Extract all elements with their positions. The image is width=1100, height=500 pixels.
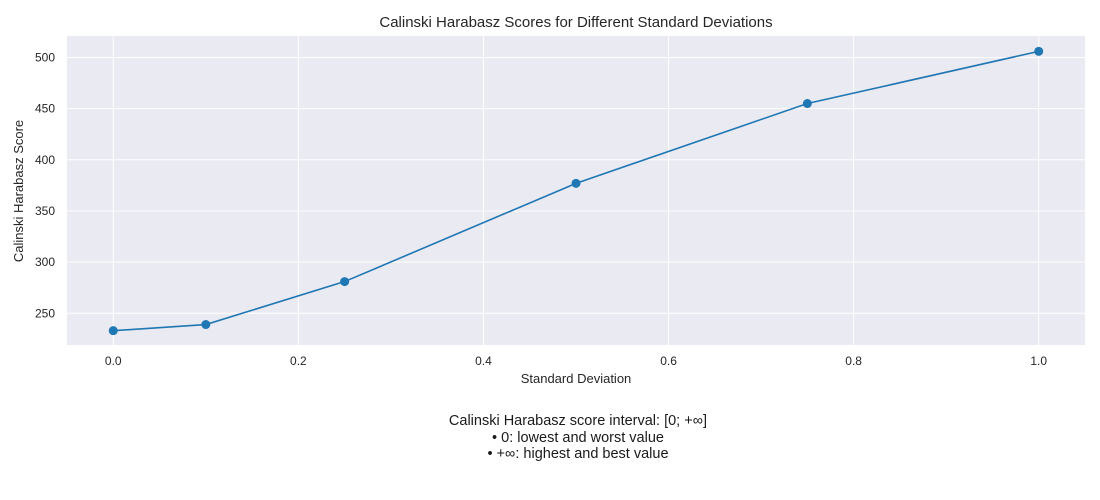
data-series [108, 46, 1044, 336]
caption-interval-line: Calinski Harabasz score interval: [0; +∞… [448, 413, 708, 429]
x-axis-label: Standard Deviation [521, 371, 632, 386]
x-tick-labels: 0.0 0.2 0.4 0.6 0.8 1.0 [105, 354, 1047, 368]
data-point [340, 277, 350, 287]
series-line [113, 50, 1039, 332]
x-tick-label: 0.0 [105, 354, 122, 368]
data-point [108, 326, 118, 336]
x-tick-label: 0.8 [845, 354, 862, 368]
score-interval-caption: Calinski Harabasz score interval: [0; +∞… [0, 413, 1100, 463]
x-tick-label: 1.0 [1030, 354, 1047, 368]
y-tick-labels: 250 300 350 400 450 500 [35, 50, 55, 320]
y-tick-label: 400 [35, 153, 55, 167]
y-tick-label: 350 [35, 204, 55, 218]
y-axis-label: Calinski Harabasz Score [11, 120, 26, 262]
data-point [571, 178, 581, 188]
x-gridlines [112, 36, 1040, 345]
y-gridlines [67, 56, 1085, 314]
data-point [1034, 46, 1044, 56]
chart-title: Calinski Harabasz Scores for Different S… [379, 14, 772, 31]
data-point [802, 99, 812, 109]
caption-lowest-line: • 0: lowest and worst value [492, 429, 664, 446]
x-tick-label: 0.6 [660, 354, 677, 368]
x-tick-label: 0.2 [290, 354, 307, 368]
x-tick-label: 0.4 [475, 354, 492, 368]
line-chart: 0.0 0.2 0.4 0.6 0.8 1.0 250 300 350 400 450 500 Ca… [11, 14, 1085, 386]
y-tick-label: 500 [35, 50, 55, 64]
y-tick-label: 300 [35, 255, 55, 269]
plot-background [67, 36, 1085, 345]
caption-highest-line: • +∞: highest and best value [487, 446, 669, 462]
y-tick-label: 250 [35, 306, 55, 320]
data-point [201, 320, 211, 330]
y-tick-label: 450 [35, 102, 55, 116]
